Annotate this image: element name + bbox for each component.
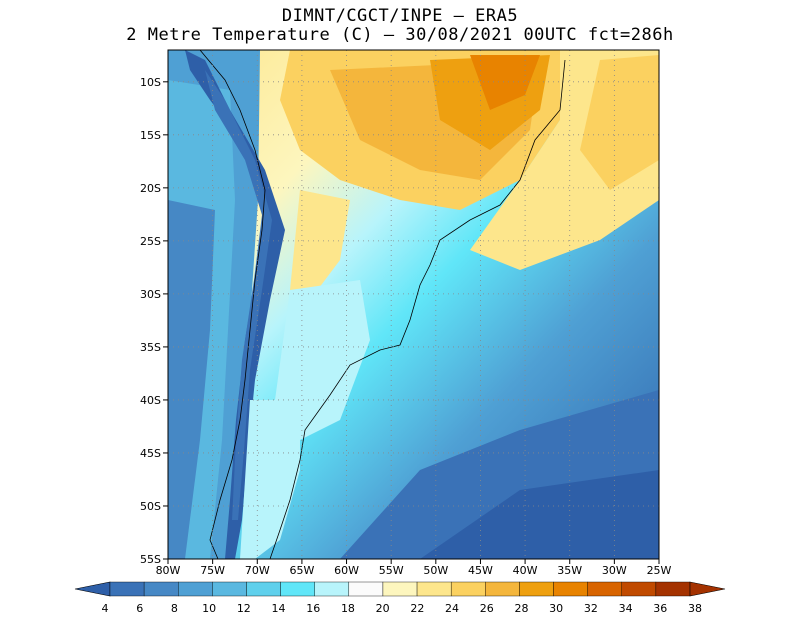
colorbar-label: 20 — [376, 602, 390, 615]
lat-tick-label: 10S — [140, 76, 161, 89]
lat-tick-label: 50S — [140, 500, 161, 513]
colorbar-label: 8 — [171, 602, 178, 615]
colorbar-segment — [416, 581, 452, 597]
colorbar-segment — [212, 581, 247, 597]
colorbar-label: 32 — [584, 602, 598, 615]
lon-tick-label: 55W — [379, 564, 404, 577]
colorbar-label: 6 — [136, 602, 143, 615]
colorbar-label: 16 — [306, 602, 320, 615]
colorbar-label: 4 — [102, 602, 109, 615]
colorbar-segment — [655, 581, 691, 597]
lon-tick-label: 40W — [513, 564, 538, 577]
lon-tick-label: 25W — [647, 564, 672, 577]
lon-tick-label: 60W — [334, 564, 359, 577]
colorbar-segment — [348, 581, 384, 597]
colorbar-arrow-low — [74, 581, 111, 597]
colorbar-segment — [280, 581, 315, 597]
colorbar-segment — [621, 581, 657, 597]
lon-tick-label: 30W — [602, 564, 627, 577]
colorbar-segment — [485, 581, 520, 597]
colorbar-segment — [519, 581, 554, 597]
latitude-ticks: 10S 15S 20S 25S 30S 35S 40S 45S 50S 55S — [140, 76, 168, 566]
colorbar-segment — [553, 581, 588, 597]
lat-tick-label: 35S — [140, 341, 161, 354]
lat-tick-label: 30S — [140, 288, 161, 301]
lon-tick-label: 70W — [245, 564, 270, 577]
colorbar-label: 10 — [202, 602, 216, 615]
colorbar-segment — [382, 581, 418, 597]
lon-tick-label: 65W — [289, 564, 314, 577]
lat-tick-label: 20S — [140, 182, 161, 195]
map-title-line2: 2 Metre Temperature (C) – 30/08/2021 00U… — [126, 25, 674, 45]
lat-tick-label: 15S — [140, 129, 161, 142]
colorbar-label: 28 — [514, 602, 528, 615]
colorbar-segment — [587, 581, 622, 597]
colorbar-label: 12 — [237, 602, 251, 615]
colorbar-arrow-high — [689, 581, 726, 597]
map-title-line1: DIMNT/CGCT/INPE – ERA5 — [281, 6, 519, 26]
colorbar-label: 34 — [619, 602, 633, 615]
colorbar-label: 14 — [272, 602, 286, 615]
lon-tick-label: 45W — [468, 564, 493, 577]
colorbar-label: 22 — [410, 602, 424, 615]
colorbar-label: 26 — [480, 602, 494, 615]
colorbar: 4 6 8 10 12 14 16 18 20 22 24 26 28 30 32 34 36 38 — [74, 581, 726, 615]
colorbar-label: 30 — [549, 602, 563, 615]
lon-tick-label: 50W — [423, 564, 448, 577]
lat-tick-label: 45S — [140, 447, 161, 460]
lat-tick-label: 25S — [140, 235, 161, 248]
temperature-field — [168, 50, 659, 559]
coastlines — [199, 50, 566, 559]
colorbar-segment — [109, 581, 145, 597]
colorbar-segment — [178, 581, 213, 597]
colorbar-label: 18 — [341, 602, 355, 615]
colorbar-segment — [246, 581, 281, 597]
colorbar-segment — [143, 581, 179, 597]
lat-tick-label: 40S — [140, 394, 161, 407]
colorbar-label: 36 — [653, 602, 667, 615]
graticule — [168, 50, 659, 559]
lat-tick-label: 55S — [140, 553, 161, 566]
lon-tick-label: 80W — [156, 564, 181, 577]
colorbar-label: 24 — [445, 602, 459, 615]
lon-tick-label: 35W — [557, 564, 582, 577]
colorbar-segment — [450, 581, 486, 597]
map-frame — [167, 49, 660, 560]
longitude-ticks: 80W 75W 70W 65W 60W 55W 50W 45W 40W 35W 30W 25W — [156, 559, 672, 577]
lon-tick-label: 75W — [200, 564, 225, 577]
colorbar-segment — [314, 581, 350, 597]
colorbar-label: 38 — [688, 602, 702, 615]
